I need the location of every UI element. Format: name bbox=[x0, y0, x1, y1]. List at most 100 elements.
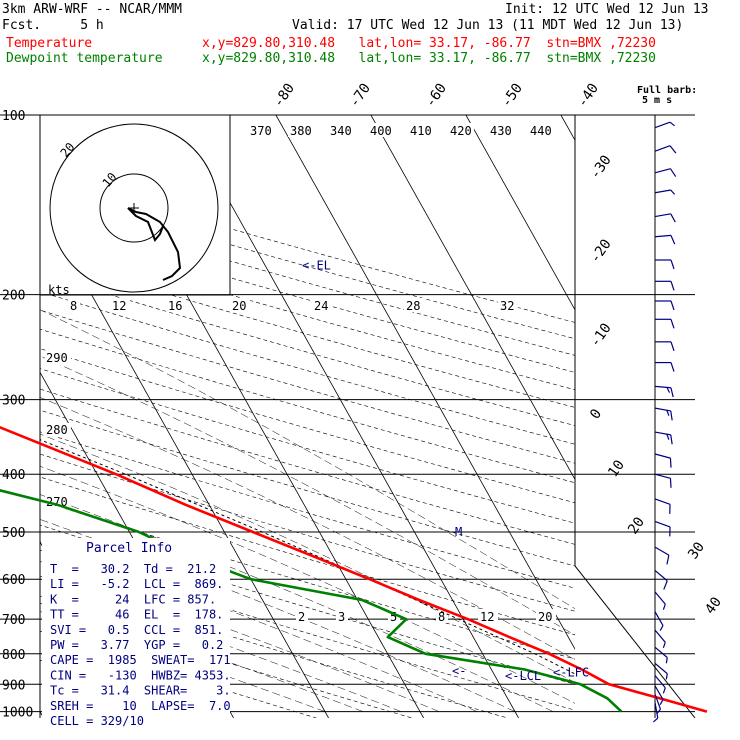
theta-label-mask bbox=[368, 123, 394, 137]
moist-adiabat bbox=[40, 579, 402, 712]
parcel-info-title: Parcel Info bbox=[86, 541, 172, 556]
wind-barb-flag bbox=[659, 699, 664, 705]
wind-barb-shaft bbox=[654, 629, 666, 643]
wind-barb-flag bbox=[665, 673, 668, 680]
wind-barb bbox=[654, 431, 673, 445]
isotherm-label: -20 bbox=[587, 236, 615, 266]
kts-label: kts bbox=[48, 283, 70, 297]
pressure-label: 500 bbox=[2, 526, 25, 541]
wind-barb-flag bbox=[666, 433, 670, 440]
parcel-info-row: CELL = 329/10 bbox=[50, 714, 144, 728]
parcel-info-row: T = 30.2 Td = 21.2 bbox=[50, 562, 216, 576]
wind-barb-shaft bbox=[654, 385, 671, 389]
wind-barb-shaft bbox=[654, 234, 671, 238]
wind-barb-flag bbox=[670, 410, 673, 421]
lcl-marker: <-LCL bbox=[505, 669, 541, 683]
ccl-marker: <- bbox=[452, 664, 466, 678]
wind-barb bbox=[654, 407, 673, 421]
wind-barb-flag bbox=[670, 281, 675, 291]
legend-dewpoint: Dewpoint temperature bbox=[6, 51, 163, 66]
wind-barb-shaft bbox=[654, 407, 671, 412]
parcel-info-row: Tc = 31.4 SHEAR= 3. bbox=[50, 684, 231, 698]
theta-label-mask bbox=[328, 123, 354, 137]
wind-barb-flag bbox=[666, 554, 670, 565]
wind-barb bbox=[655, 259, 675, 270]
dry-adiabat bbox=[40, 221, 575, 373]
isotherm-label: -50 bbox=[498, 81, 526, 111]
mixing-ratio-mask bbox=[478, 609, 498, 623]
wind-barb bbox=[654, 591, 666, 610]
height-scale-label: 16 bbox=[168, 299, 182, 313]
theta-label-mask bbox=[248, 123, 274, 137]
isotherm-label: 30 bbox=[685, 539, 708, 562]
wind-barb-flag bbox=[670, 300, 675, 311]
left-theta-label: 280 bbox=[46, 423, 68, 437]
mixing-ratio-label: 20 bbox=[538, 610, 552, 624]
wind-barb-shaft bbox=[654, 498, 671, 505]
wind-barb-flag bbox=[670, 319, 675, 329]
wind-barb-flag bbox=[665, 657, 668, 664]
pressure-label: 800 bbox=[2, 648, 25, 663]
mixing-ratio-label: 12 bbox=[480, 610, 494, 624]
mixing-ratio-label: 3 bbox=[338, 610, 345, 624]
wind-barb bbox=[655, 318, 675, 329]
wind-barb bbox=[654, 189, 676, 195]
parcel-info-bg bbox=[42, 538, 230, 730]
theta-label: 440 bbox=[530, 124, 552, 138]
height-label-mask bbox=[312, 298, 332, 312]
isotherm-label: -30 bbox=[587, 152, 615, 182]
wind-barb bbox=[655, 300, 675, 311]
isotherm-label: -40 bbox=[574, 81, 602, 111]
height-label-mask bbox=[110, 298, 130, 312]
wind-barb-shaft bbox=[654, 675, 666, 689]
barb-legend-units: 5 m s bbox=[642, 95, 672, 106]
isotherm-label: -60 bbox=[422, 81, 450, 111]
theta-label: 400 bbox=[370, 124, 392, 138]
wind-barb-shaft bbox=[654, 189, 671, 194]
wind-barb bbox=[654, 520, 671, 537]
wind-barb-shaft bbox=[654, 646, 668, 658]
hodograph-ring-inner bbox=[99, 173, 169, 243]
wind-barb bbox=[654, 168, 677, 177]
wind-barb-shaft bbox=[654, 702, 659, 719]
wind-barb-shaft bbox=[654, 121, 671, 129]
wind-barb bbox=[654, 570, 668, 590]
parcel-info-box: Parcel Info T = 30.2 Td = 21.2LI = -5.2 L… bbox=[42, 538, 231, 730]
wind-barb-flag bbox=[670, 434, 673, 445]
pressure-label: 700 bbox=[2, 613, 25, 628]
parcel-info-row: PW = 3.77 YGP = 0.2 bbox=[50, 638, 223, 652]
wind-barb bbox=[652, 702, 659, 723]
dry-adiabat bbox=[40, 328, 575, 484]
wind-barb-flag bbox=[663, 580, 668, 590]
isotherm bbox=[180, 115, 519, 718]
wind-barb-flag bbox=[670, 213, 676, 223]
wind-barb-flag bbox=[669, 478, 672, 488]
el-marker: <-EL bbox=[302, 258, 331, 272]
wind-barb-flag bbox=[659, 625, 664, 631]
theta-label-mask bbox=[488, 123, 514, 137]
parcel-info-row: LI = -5.2 LCL = 869. bbox=[50, 577, 223, 591]
pressure-label: 100 bbox=[2, 109, 25, 124]
parcel-info-row: SVI = 0.5 CCL = 851. bbox=[50, 623, 223, 637]
wind-barb bbox=[654, 646, 668, 664]
wind-barb bbox=[655, 280, 675, 291]
theta-label: 340 bbox=[330, 124, 352, 138]
mixing-ratio-label: 8 bbox=[438, 610, 445, 624]
isotherm-label: -10 bbox=[587, 320, 615, 350]
m-marker: M bbox=[455, 525, 462, 539]
hodograph-ring-outer bbox=[49, 123, 219, 293]
wind-barb-shaft bbox=[654, 520, 671, 528]
theta-label-mask bbox=[408, 123, 434, 137]
wind-barb bbox=[654, 629, 666, 649]
mixing-ratio-mask bbox=[296, 609, 308, 623]
isotherm-label: 10 bbox=[605, 457, 628, 480]
mixing-ratio-mask bbox=[536, 609, 556, 623]
parcel-info-row: CAPE = 1985 SWEAT= 171 bbox=[50, 653, 231, 667]
parcel-info-row: TT = 46 EL = 178. bbox=[50, 608, 223, 622]
left-label-mask bbox=[45, 495, 71, 509]
wind-barb bbox=[654, 675, 666, 694]
legend-temperature: Temperature bbox=[6, 36, 93, 51]
parcel-info-row: SREH = 10 LAPSE= 7.0 bbox=[50, 699, 231, 713]
left-theta-label: 290 bbox=[46, 351, 68, 365]
dry-adiabat bbox=[40, 602, 413, 718]
